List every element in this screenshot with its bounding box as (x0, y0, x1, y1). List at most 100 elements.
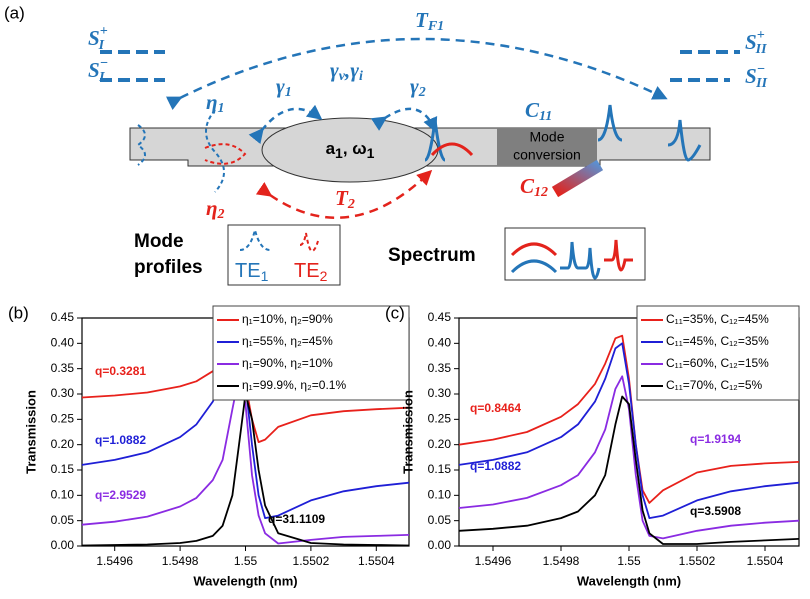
y-tick-label: 0.00 (428, 538, 452, 552)
x-tick-label: 1.5504 (747, 554, 784, 568)
x-tick-label: 1.5496 (475, 554, 512, 568)
y-tick-label: 0.10 (51, 488, 75, 502)
conversion-arrow (551, 159, 604, 198)
te2: TE2 (294, 260, 328, 283)
series-line (81, 393, 410, 547)
s-i-minus: S− I (88, 56, 108, 85)
x-axis-label: Wavelength (nm) (193, 573, 297, 588)
y-tick-label: 0.25 (428, 412, 452, 426)
legend-label: η₁=10%, η₂=90% (242, 312, 333, 326)
y-tick-label: 0.20 (51, 437, 75, 451)
te1: TE1 (235, 260, 269, 283)
panel-label: (b) (8, 303, 29, 322)
gamma-v-i: γv,γi (330, 58, 363, 84)
gamma1: γ1 (276, 74, 292, 100)
mode-icon (239, 229, 271, 251)
q-annotation: q=0.3281 (95, 364, 146, 378)
panel-a: (a) Mode conversion a1, ω1 S+ I S− I S+ II … (4, 3, 768, 286)
y-tick-label: 0.10 (428, 488, 452, 502)
gamma2-arrow (370, 107, 438, 133)
x-tick-label: 1.55 (234, 554, 258, 568)
y-tick-label: 0.15 (428, 462, 452, 476)
panel-label: (a) (4, 3, 25, 22)
y-tick-label: 0.30 (51, 386, 75, 400)
y-tick-label: 0.05 (428, 513, 452, 527)
mode-converter (497, 128, 597, 166)
cavity-label: a1, ω1 (326, 139, 375, 160)
q-annotation: q=3.5908 (690, 504, 741, 518)
port-arrows (100, 50, 165, 82)
gamma2: γ2 (410, 74, 426, 100)
mode-shape (430, 142, 474, 157)
y-tick-label: 0.20 (428, 437, 452, 451)
eta2: η2 (206, 196, 225, 222)
s-ii-plus: S+ II (745, 28, 767, 57)
gamma1-arrow (248, 104, 323, 145)
t-f1: TF1 (415, 8, 444, 34)
mode-shape (597, 104, 623, 142)
series-line (81, 375, 410, 545)
y-tick-label: 0.05 (51, 513, 75, 527)
mode-conversion-text: conversion (513, 147, 581, 163)
y-tick-label: 0.30 (428, 386, 452, 400)
x-tick-label: 1.5496 (96, 554, 133, 568)
series-line (458, 342, 800, 519)
legend-label: C₁₁=35%, C₁₂=45% (666, 312, 769, 326)
spectrum-icon (510, 259, 558, 274)
legend-label: η₁=99.9%, η₂=0.1% (242, 378, 346, 392)
q-annotation: q=1.0882 (470, 459, 521, 473)
x-axis-label: Wavelength (nm) (577, 573, 681, 588)
y-axis-label: Transmission (400, 390, 415, 474)
q-annotation: q=31.1109 (268, 512, 325, 526)
legend-label: C₁₁=60%, C₁₂=15% (666, 356, 769, 370)
legend-box (212, 305, 410, 401)
mode-profiles-box (227, 224, 341, 286)
x-tick-label: 1.5498 (543, 554, 580, 568)
x-tick-label: 1.5502 (679, 554, 716, 568)
y-tick-label: 0.00 (51, 538, 75, 552)
q-annotation: q=1.9194 (690, 432, 741, 446)
q-annotation: q=1.0882 (95, 433, 146, 447)
mode-conversion-text: Mode (529, 129, 564, 145)
legend-label: η₁=55%, η₂=45% (242, 334, 333, 348)
y-tick-label: 0.45 (428, 310, 452, 324)
y-tick-label: 0.40 (51, 336, 75, 350)
spectrum-icon (510, 242, 558, 257)
mode-shape (204, 143, 247, 165)
y-tick-label: 0.35 (51, 361, 75, 375)
series-line (458, 395, 800, 545)
legend-box (636, 305, 800, 401)
x-tick-label: 1.5502 (293, 554, 330, 568)
y-tick-label: 0.45 (51, 310, 75, 324)
port-arrows (670, 50, 740, 82)
series-line (458, 375, 800, 540)
y-tick-label: 0.25 (51, 412, 75, 426)
x-tick-label: 1.5498 (162, 554, 199, 568)
t2-arrow (255, 169, 433, 219)
legend-label: C₁₁=70%, C₁₂=5% (666, 378, 763, 392)
q-annotation: q=2.9529 (95, 488, 146, 502)
spectrum-label: Spectrum (388, 245, 476, 266)
panel-label: (c) (385, 303, 405, 322)
mode-shape (424, 119, 446, 162)
q-annotation: q=0.8464 (470, 401, 521, 415)
series-line (458, 334, 800, 504)
mode-shape (136, 124, 146, 166)
mode-profiles-label: Mode (134, 231, 184, 252)
eta1: η1 (206, 90, 225, 116)
y-tick-label: 0.15 (51, 462, 75, 476)
y-tick-label: 0.35 (428, 361, 452, 375)
s-i-plus: S+ I (88, 24, 108, 53)
c11: C11 (525, 98, 552, 124)
legend-label: C₁₁=45%, C₁₂=35% (666, 334, 769, 348)
t2: T2 (335, 186, 355, 212)
s-ii-minus: S− II (745, 62, 768, 91)
mode-profiles-label: profiles (134, 257, 203, 278)
spectrum-icon (560, 241, 601, 280)
mode-icon (299, 232, 319, 253)
spectrum-box (504, 227, 646, 281)
c12: C12 (520, 174, 548, 200)
legend-label: η₁=90%, η₂=10% (242, 356, 333, 370)
x-tick-label: 1.5504 (358, 554, 395, 568)
